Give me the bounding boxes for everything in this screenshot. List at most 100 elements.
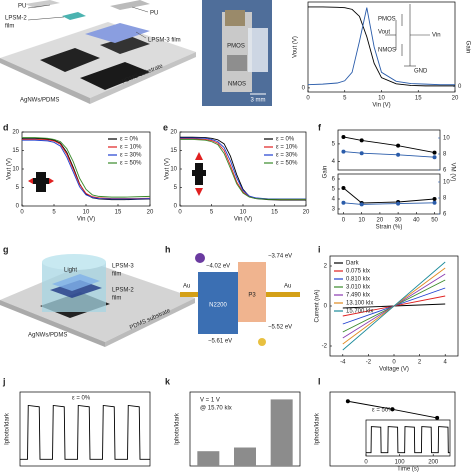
label: Au xyxy=(183,284,190,290)
label: film xyxy=(112,296,121,302)
y2-tick-label: 10 xyxy=(443,180,450,186)
panel-label: f xyxy=(318,122,322,132)
y2-tick-label: 8 xyxy=(443,196,447,202)
x-tick-label: 20 xyxy=(147,210,154,216)
label: PU xyxy=(150,11,158,17)
label: NMOS xyxy=(378,48,396,54)
legend-label: ε = 30% xyxy=(120,153,142,159)
x-tick-label: 5 xyxy=(210,210,214,216)
data-point xyxy=(432,200,437,205)
plot-frame xyxy=(19,391,151,467)
x-axis-label: Vin (V) xyxy=(234,217,252,223)
panel-label: h xyxy=(165,244,171,254)
x-axis-label: Voltage (V) xyxy=(379,367,409,373)
label: N2200 xyxy=(209,303,227,309)
y-axis-label: Current (nA) xyxy=(315,289,321,322)
y-tick-label: 4 xyxy=(332,197,336,203)
x-tick-label: 30 xyxy=(395,218,402,224)
label: P3 xyxy=(248,293,256,299)
panel-label: k xyxy=(165,376,171,386)
legend-label: ε = 10% xyxy=(276,145,298,151)
y-tick-label: 5 xyxy=(16,185,20,191)
legend-label: 0.810 klx xyxy=(346,277,370,283)
panel-label: l xyxy=(318,376,321,386)
x-tick-label: 4 xyxy=(444,360,448,366)
y-axis-label: Gain xyxy=(323,166,329,179)
bar xyxy=(270,399,293,466)
label: Vout xyxy=(378,30,390,36)
x-tick-label: -2 xyxy=(366,360,372,366)
x-tick-label: 0 xyxy=(392,360,396,366)
y-tick-label: 20 xyxy=(12,130,19,136)
panel-label: d xyxy=(3,122,9,132)
data-point xyxy=(359,202,364,207)
x-tick-label: 5 xyxy=(343,96,347,102)
annotation: ε = 0% xyxy=(72,396,91,402)
data-line xyxy=(342,261,446,351)
x-axis-label: Time (s) xyxy=(397,467,419,473)
x-tick-label: 15 xyxy=(271,210,278,216)
panel-label: g xyxy=(3,244,9,254)
data-point xyxy=(341,186,346,190)
y-tick-label: 6 xyxy=(332,177,336,183)
x-tick-label: 10 xyxy=(83,210,90,216)
label: PU xyxy=(18,4,26,10)
panel-label: e xyxy=(163,122,168,132)
bar xyxy=(234,447,256,466)
x-tick-label: 5 xyxy=(52,210,56,216)
data-line xyxy=(20,404,150,460)
y-axis-label: Iphoto/Idark xyxy=(175,412,181,445)
x-tick-label: 20 xyxy=(452,96,459,102)
legend-label: 7.490 klx xyxy=(346,293,370,299)
x-tick-label: 10 xyxy=(358,218,365,224)
label: Vin xyxy=(432,33,441,39)
y-tick-label: 10 xyxy=(12,167,19,173)
label: −3.74 eV xyxy=(268,254,292,260)
data-point xyxy=(396,152,401,157)
label: −4.02 eV xyxy=(206,264,230,270)
x-tick-label: 50 xyxy=(431,218,438,224)
panel-g-diagram: Light LPSM-3 film LPSM-2 film AgNWs/PDMS… xyxy=(0,254,195,347)
legend-label: ε = 30% xyxy=(276,153,298,159)
y-tick-label: 3 xyxy=(332,207,336,213)
legend-label: 15.700 klx xyxy=(346,309,373,315)
x-tick-label: 20 xyxy=(377,218,384,224)
x-axis-label: Vin (V) xyxy=(77,217,95,223)
legend-label: ε = 50% xyxy=(120,161,142,167)
x-tick-label: 2 xyxy=(418,360,422,366)
data-line xyxy=(343,136,435,154)
label: AgNWs/PDMS xyxy=(28,333,67,339)
data-point xyxy=(359,138,364,143)
annotation: ε = 50% xyxy=(372,408,394,414)
y2-tick-label: 6 xyxy=(443,212,447,218)
plot-frame xyxy=(337,129,441,171)
x-tick-label: 10 xyxy=(378,96,385,102)
plot-frame xyxy=(365,419,451,457)
y2-tick-label: 8 xyxy=(443,152,447,158)
panel-label: j xyxy=(2,376,6,386)
label: NMOS xyxy=(228,82,246,88)
legend-label: 3.010 klx xyxy=(346,285,370,291)
data-point xyxy=(396,143,401,148)
data-point xyxy=(341,149,346,154)
y-tick-label: 0 xyxy=(324,304,328,310)
y-tick-label: 5 xyxy=(332,141,336,147)
data-line xyxy=(343,151,435,158)
legend-label: ε = 0% xyxy=(120,137,139,143)
data-point xyxy=(435,415,440,420)
strain-icon xyxy=(28,152,206,196)
legend-label: ε = 10% xyxy=(120,145,142,151)
y-tick-label: 0 xyxy=(302,85,306,91)
x-tick-label: 20 xyxy=(303,210,310,216)
label: Au xyxy=(284,284,291,290)
x-tick-label: 15 xyxy=(115,210,122,216)
y-tick-label: 2 xyxy=(324,264,328,270)
data-point xyxy=(359,151,364,156)
x-tick-label: 0 xyxy=(20,210,24,216)
y2-axis-label: VM (V) xyxy=(449,163,455,182)
y-axis-label: Vout (V) xyxy=(165,158,171,180)
y-tick-label: 15 xyxy=(170,148,177,154)
y-tick-label: -2 xyxy=(322,344,328,350)
plot-frame xyxy=(329,391,456,467)
panel-a-diagram: PU LPSM-2 film PU LPSM-3 film AgNWs/PDMS… xyxy=(0,0,196,104)
